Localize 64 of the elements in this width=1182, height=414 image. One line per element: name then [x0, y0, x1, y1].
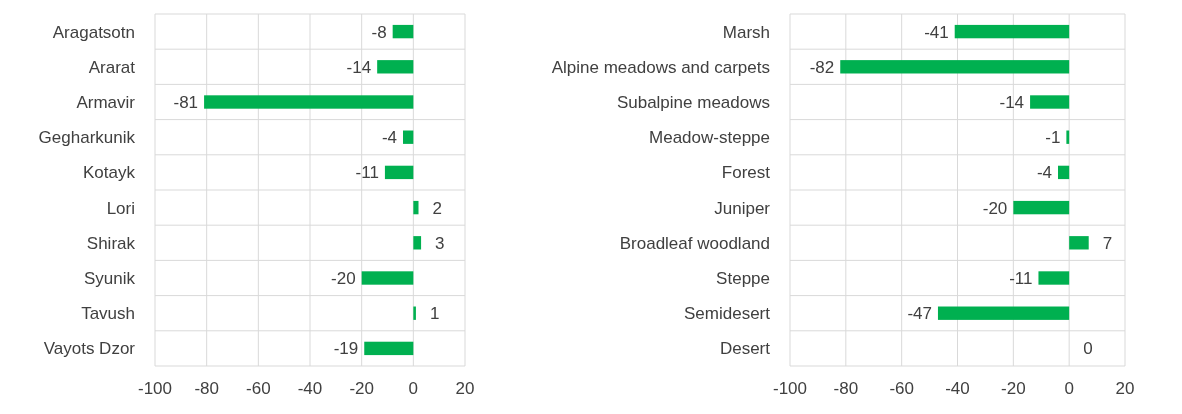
- bar: [361, 271, 414, 285]
- y-tick-label: Aragatsotn: [52, 22, 135, 42]
- x-tick-label: 0: [1064, 379, 1074, 398]
- y-tick-label: Steppe: [716, 268, 770, 288]
- data-label: 7: [1102, 233, 1113, 253]
- bar: [403, 130, 414, 144]
- x-tick-label: -60: [889, 379, 914, 398]
- data-label: 2: [432, 198, 442, 218]
- y-tick-label: Marsh: [722, 22, 770, 42]
- y-tick-label: Gegharkunik: [38, 128, 136, 148]
- y-tick-label: Alpine meadows and carpets: [551, 57, 770, 77]
- x-tick-label: 0: [408, 379, 419, 398]
- x-tick-label: 20: [1115, 379, 1135, 398]
- y-tick-label: Kotayk: [83, 163, 136, 183]
- bar: [377, 60, 414, 74]
- y-tick-label: Tavush: [81, 304, 135, 324]
- data-label: 3: [435, 233, 445, 253]
- y-tick-label: Syunik: [83, 268, 136, 288]
- data-label: -4: [381, 128, 397, 148]
- y-tick-label: Shirak: [86, 233, 136, 253]
- y-tick-label: Juniper: [714, 198, 771, 218]
- data-label: 1: [429, 304, 440, 324]
- data-label: -20: [982, 198, 1008, 218]
- data-label: -81: [173, 92, 199, 112]
- bar: [364, 341, 414, 356]
- x-tick-label: -20: [349, 379, 374, 398]
- x-tick-label: 20: [455, 379, 475, 398]
- y-tick-label: Desert: [719, 339, 771, 359]
- data-label: -82: [809, 57, 835, 77]
- bar: [384, 165, 414, 180]
- y-tick-label: Semidesert: [684, 304, 771, 324]
- data-label: -20: [331, 268, 356, 288]
- x-tick-label: -20: [1001, 379, 1026, 398]
- data-label: -41: [924, 22, 949, 42]
- y-tick-label: Broadleaf woodland: [619, 233, 770, 253]
- y-tick-label: Forest: [721, 163, 771, 183]
- data-label: -14: [346, 57, 372, 77]
- y-tick-label: Lori: [106, 198, 135, 218]
- y-tick-label: Ararat: [88, 57, 136, 77]
- data-label: 0: [1083, 339, 1093, 359]
- bar: [413, 236, 422, 250]
- bar: [413, 306, 416, 320]
- data-label: -19: [333, 339, 359, 359]
- data-label: -4: [1036, 163, 1052, 183]
- x-tick-label: -80: [833, 379, 859, 398]
- data-label: -11: [355, 163, 379, 183]
- y-tick-label: Armavir: [76, 92, 136, 112]
- data-label: -1: [1045, 128, 1061, 148]
- y-tick-label: Vayots Dzor: [43, 339, 136, 359]
- x-tick-label: -40: [945, 379, 970, 398]
- y-tick-label: Meadow-steppe: [649, 128, 770, 148]
- data-label: -11: [1009, 268, 1033, 288]
- x-tick-label: -100: [137, 379, 173, 398]
- bar: [413, 200, 419, 215]
- data-label: -14: [999, 92, 1025, 112]
- data-label: -47: [907, 304, 932, 324]
- bar: [204, 95, 414, 109]
- x-tick-label: -80: [194, 379, 219, 398]
- x-tick-label: -40: [297, 379, 323, 398]
- data-label: -8: [371, 22, 387, 42]
- y-tick-label: Subalpine meadows: [616, 92, 770, 112]
- x-tick-label: -60: [246, 379, 271, 398]
- x-tick-label: -100: [772, 379, 808, 398]
- bar: [392, 24, 414, 39]
